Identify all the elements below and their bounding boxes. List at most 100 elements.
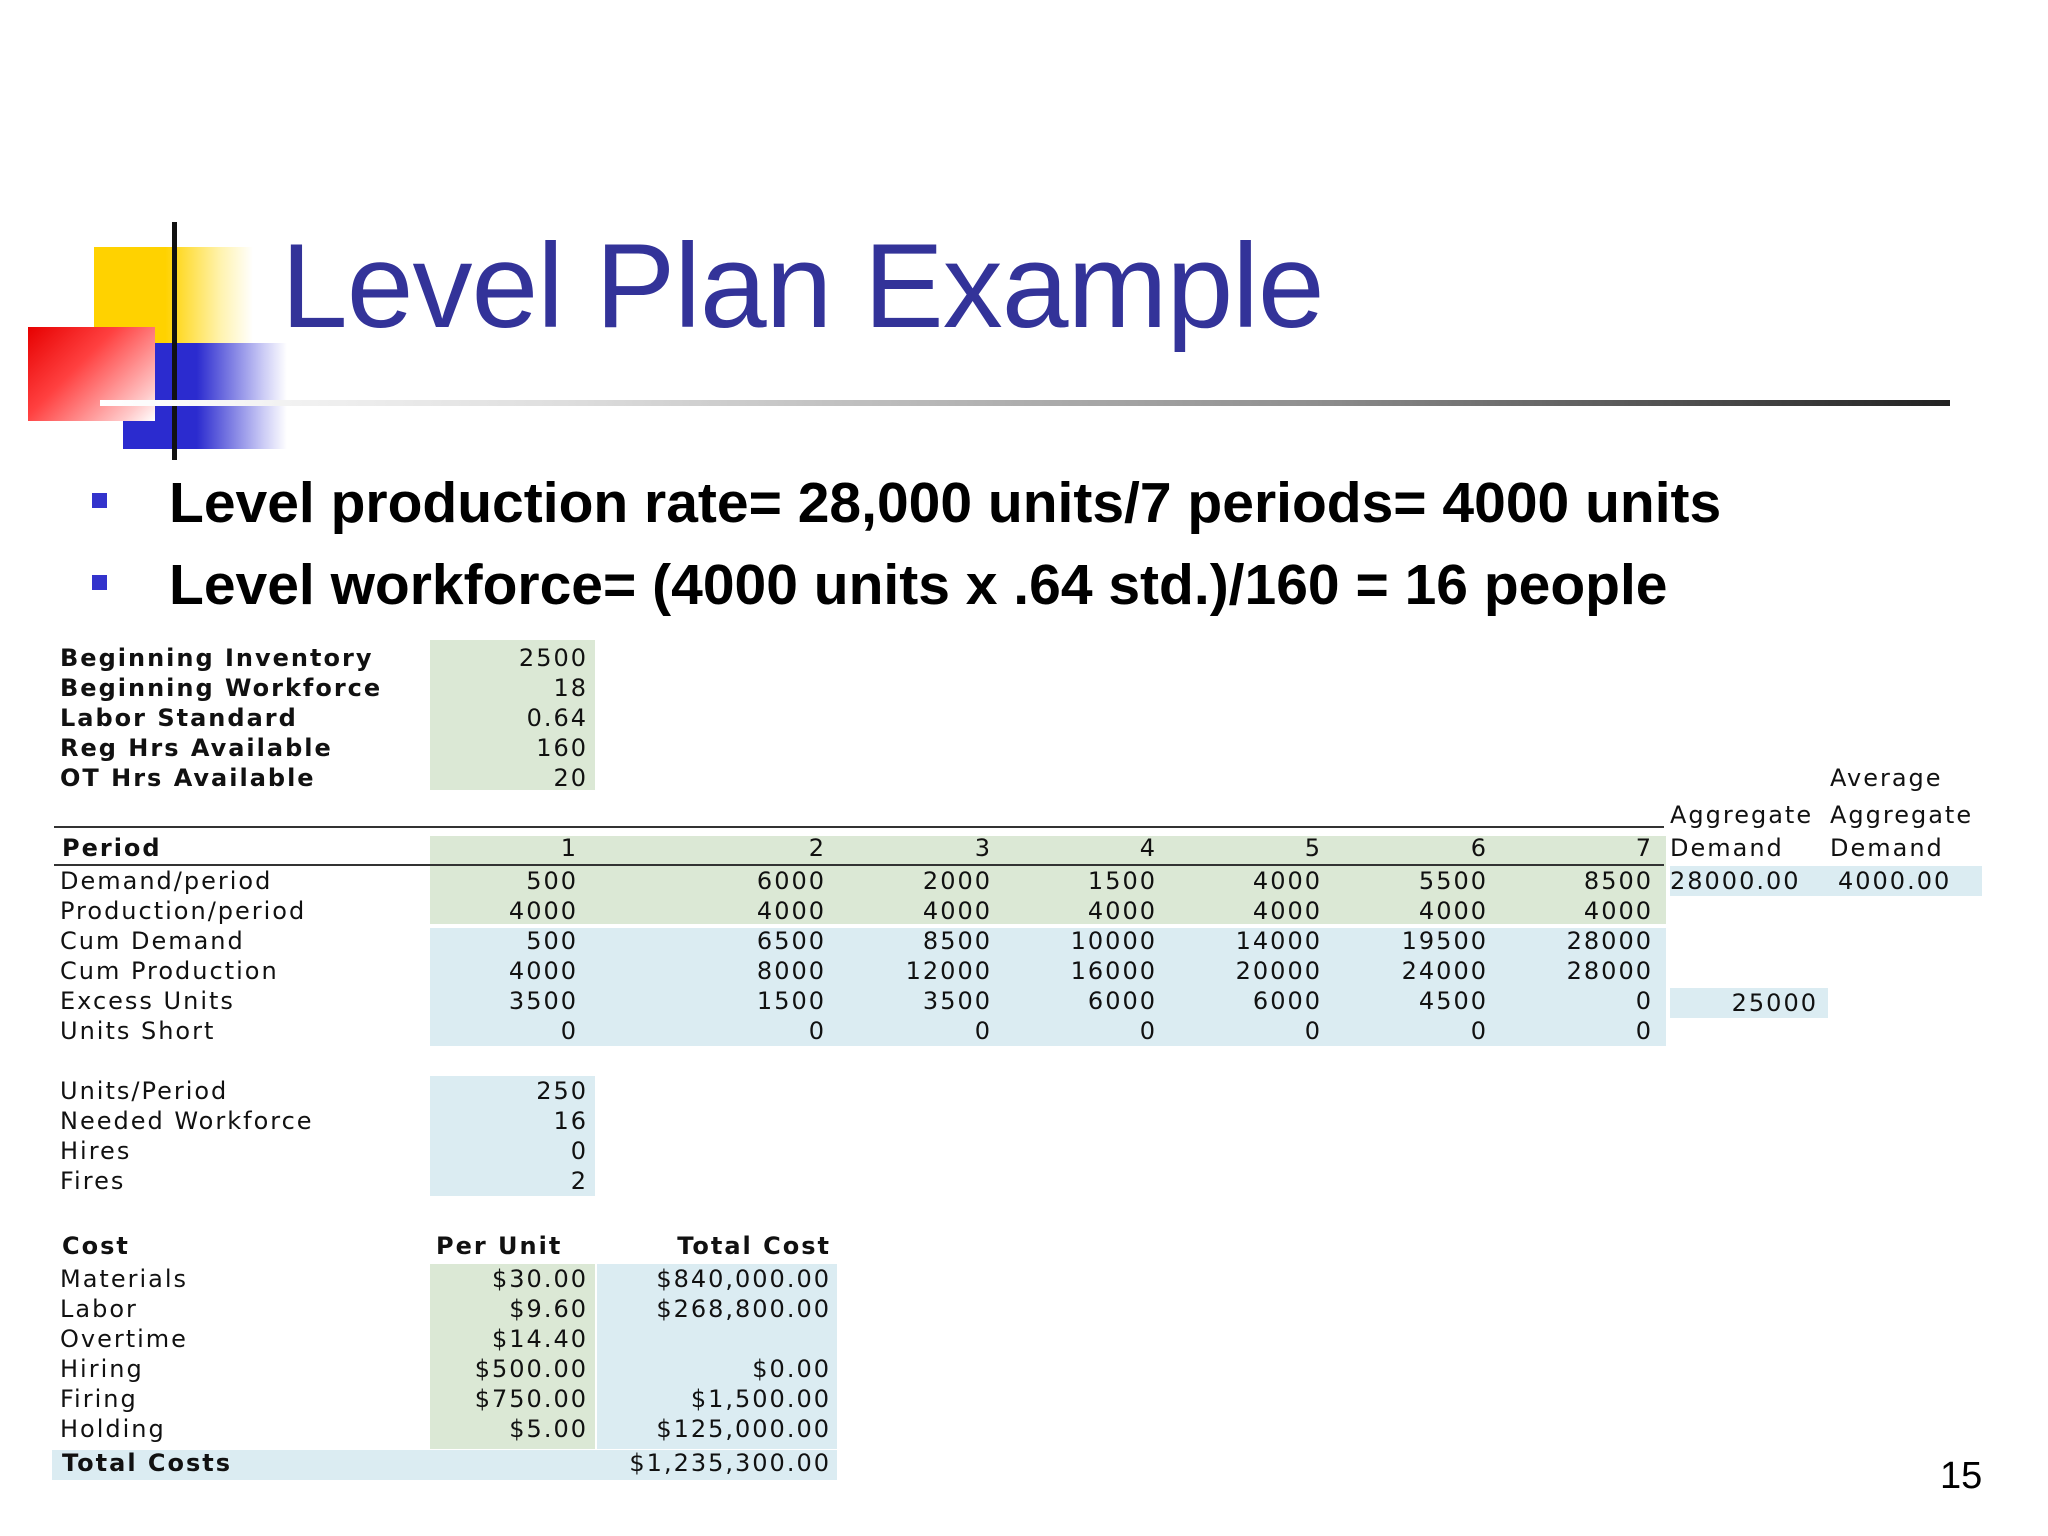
cost-per-unit: $30.00 <box>492 1265 588 1293</box>
cost-label: Labor <box>60 1295 138 1323</box>
cost-per-unit: $9.60 <box>509 1295 588 1323</box>
plan-cell: 0 <box>1139 1017 1157 1045</box>
logo-vertical-line <box>172 222 177 460</box>
cost-per-unit: $5.00 <box>509 1415 588 1443</box>
average-demand-header: Average <box>1830 764 1943 792</box>
aggregate-demand-value: 28000.00 <box>1670 867 1801 895</box>
plan-cell: 10000 <box>1070 927 1157 955</box>
bullet-text: Level production rate= 28,000 units/7 pe… <box>169 471 1722 535</box>
plan-input-bg <box>430 868 1666 924</box>
cost-total: $840,000.00 <box>656 1265 831 1293</box>
cost-label: Holding <box>60 1415 166 1443</box>
average-demand-header: Aggregate <box>1830 801 1974 829</box>
cost-label: Firing <box>60 1385 138 1413</box>
slide-title: Level Plan Example <box>281 219 1325 353</box>
plan-cell: 3500 <box>922 987 992 1015</box>
plan-cell: 12000 <box>905 957 992 985</box>
plan-cell: 0 <box>974 1017 992 1045</box>
workforce-label: Hires <box>60 1137 132 1165</box>
workforce-value: 16 <box>553 1107 588 1135</box>
page-number: 15 <box>1940 1455 1983 1497</box>
plan-cell: 500 <box>526 927 578 955</box>
plan-cell: 4000 <box>756 897 826 925</box>
workforce-label: Units/Period <box>60 1077 229 1105</box>
plan-cell: 4000 <box>1252 897 1322 925</box>
plan-cell: 19500 <box>1401 927 1488 955</box>
plan-cell: 5500 <box>1418 867 1488 895</box>
cost-per-unit-bg <box>430 1264 595 1449</box>
workforce-value: 250 <box>536 1077 588 1105</box>
plan-cell: 16000 <box>1070 957 1157 985</box>
plan-row-label: Production/period <box>60 897 307 925</box>
plan-cell: 4000 <box>1087 897 1157 925</box>
aggregate-demand-header: Demand <box>1670 834 1784 862</box>
plan-row-label: Demand/period <box>60 867 273 895</box>
cost-total: $0.00 <box>752 1355 831 1383</box>
plan-row-label: Cum Production <box>60 957 279 985</box>
workforce-label: Needed Workforce <box>60 1107 314 1135</box>
params-bg <box>430 640 595 790</box>
agg-demand-bg <box>1670 866 1982 896</box>
param-label: Beginning Inventory <box>60 644 374 672</box>
cost-label: Materials <box>60 1265 189 1293</box>
excess-units-total: 25000 <box>1731 989 1818 1017</box>
workforce-label: Fires <box>60 1167 126 1195</box>
plan-cell: 1500 <box>1087 867 1157 895</box>
period-number: 5 <box>1304 834 1322 862</box>
cost-per-unit: $500.00 <box>474 1355 588 1383</box>
plan-cell: 500 <box>526 867 578 895</box>
param-label: Reg Hrs Available <box>60 734 333 762</box>
plan-cell: 8500 <box>1583 867 1653 895</box>
plan-cell: 4500 <box>1418 987 1488 1015</box>
average-demand-header: Demand <box>1830 834 1944 862</box>
plan-cell: 8000 <box>756 957 826 985</box>
cost-label: Overtime <box>60 1325 188 1353</box>
plan-cell: 14000 <box>1235 927 1322 955</box>
param-value: 18 <box>553 674 588 702</box>
cost-label: Hiring <box>60 1355 144 1383</box>
cost-total-bg <box>597 1264 837 1449</box>
bullet-square-icon <box>92 492 107 508</box>
plan-cell: 6000 <box>1252 987 1322 1015</box>
plan-cell: 6000 <box>756 867 826 895</box>
bullet-square-icon <box>92 574 107 590</box>
plan-cell: 0 <box>1635 987 1653 1015</box>
title-underline-divider <box>100 400 1950 406</box>
plan-cell: 0 <box>560 1017 578 1045</box>
aggregate-demand-header: Aggregate <box>1670 801 1814 829</box>
plan-cell: 4000 <box>922 897 992 925</box>
param-value: 0.64 <box>526 704 588 732</box>
period-number: 3 <box>974 834 992 862</box>
plan-row-label: Cum Demand <box>60 927 245 955</box>
period-number: 4 <box>1139 834 1157 862</box>
plan-cell: 6000 <box>1087 987 1157 1015</box>
excess-total-bg <box>1670 988 1828 1018</box>
cost-total: $268,800.00 <box>656 1295 831 1323</box>
cost-header: Cost <box>62 1232 130 1260</box>
plan-cell: 8500 <box>922 927 992 955</box>
total-cost-header: Total Cost <box>677 1232 831 1260</box>
param-label: Beginning Workforce <box>60 674 383 702</box>
cost-per-unit: $14.40 <box>492 1325 588 1353</box>
plan-cell: 6500 <box>756 927 826 955</box>
plan-cell: 4000 <box>1583 897 1653 925</box>
param-value: 2500 <box>518 644 588 672</box>
plan-cell: 28000 <box>1566 957 1653 985</box>
bullet-workforce: Level workforce= (4000 units x .64 std.)… <box>92 552 1668 618</box>
plan-cell: 2000 <box>922 867 992 895</box>
plan-cell: 1500 <box>756 987 826 1015</box>
average-demand-value: 4000.00 <box>1838 867 1952 895</box>
workforce-value: 0 <box>570 1137 588 1165</box>
plan-row-label: Units Short <box>60 1017 216 1045</box>
plan-cell: 3500 <box>508 987 578 1015</box>
plan-cell: 4000 <box>508 897 578 925</box>
per-unit-header: Per Unit <box>436 1232 563 1260</box>
total-costs-value: $1,235,300.00 <box>629 1449 831 1477</box>
param-value: 160 <box>536 734 588 762</box>
period-number: 7 <box>1635 834 1653 862</box>
period-number: 1 <box>560 834 578 862</box>
param-label: OT Hrs Available <box>60 764 316 792</box>
plan-cell: 4000 <box>1418 897 1488 925</box>
cost-per-unit: $750.00 <box>474 1385 588 1413</box>
